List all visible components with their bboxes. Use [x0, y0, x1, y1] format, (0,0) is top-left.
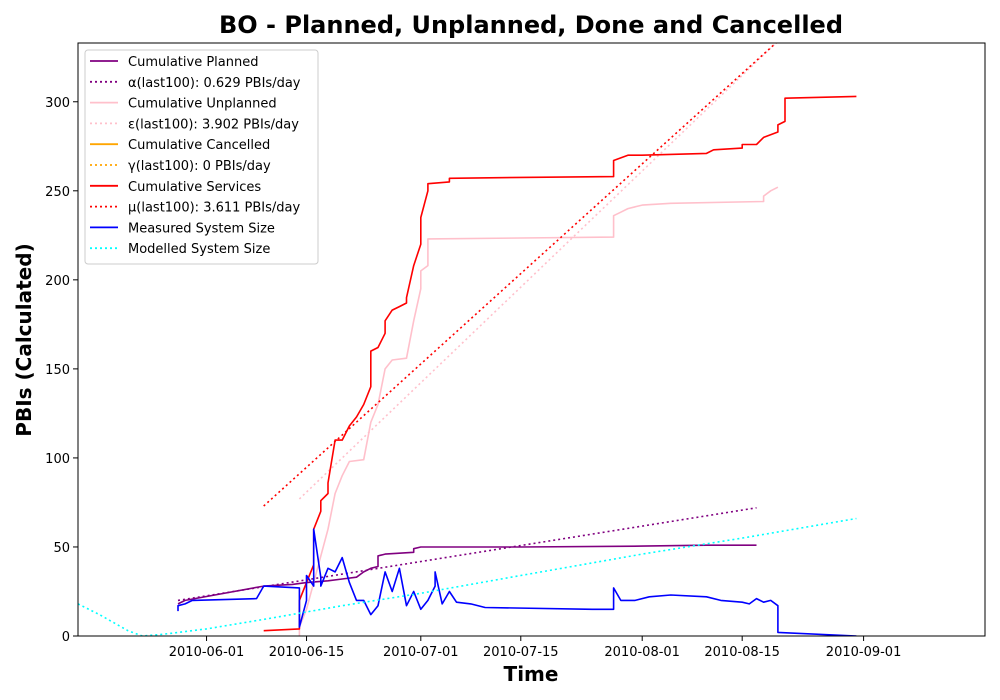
legend: Cumulative Planned α(last100): 0.629 PBIs…: [84, 49, 319, 265]
y-tick-label: 300: [45, 96, 70, 111]
legend-box: [84, 49, 319, 265]
x-tick-label: 2010-06-15: [269, 645, 345, 660]
legend-label: Measured System Size: [128, 221, 275, 236]
series-line-6: [263, 95, 857, 632]
y-tick-label: 0: [62, 630, 70, 645]
legend-label: Cumulative Planned: [128, 55, 258, 70]
legend-label: μ(last100): 3.611 PBIs/day: [128, 201, 300, 216]
legend-label: Cumulative Services: [128, 180, 261, 195]
plot-frame: [77, 42, 986, 637]
x-tick-label: 2010-09-01: [826, 645, 902, 660]
x-tick-label: 2010-08-01: [604, 645, 680, 660]
y-tick-label: 150: [45, 363, 70, 378]
y-axis-title: PBIs (Calculated): [12, 243, 36, 436]
series-line-7: [263, 43, 778, 507]
x-tick-label: 2010-06-01: [169, 645, 245, 660]
y-tick-label: 50: [53, 541, 70, 556]
series-line-3: [298, 43, 778, 500]
legend-label: Cumulative Cancelled: [128, 138, 270, 153]
legend-label: Cumulative Unplanned: [128, 97, 277, 112]
legend-label: ε(last100): 3.902 PBIs/day: [128, 117, 299, 132]
chart-title: BO - Planned, Unplanned, Done and Cancel…: [219, 11, 843, 39]
y-tick-label: 250: [45, 185, 70, 200]
legend-label: γ(last100): 0 PBIs/day: [128, 159, 271, 174]
legend-label: α(last100): 0.629 PBIs/day: [128, 76, 301, 91]
x-axis-title: Time: [504, 662, 559, 686]
x-tick-label: 2010-08-15: [704, 645, 780, 660]
series-line-2: [298, 186, 779, 636]
x-tick-label: 2010-07-15: [483, 645, 559, 660]
series-line-8: [177, 528, 857, 636]
y-tick-label: 100: [45, 452, 70, 467]
plot-area: [78, 43, 857, 636]
legend-label: Modelled System Size: [128, 242, 270, 257]
series-line-0: [177, 544, 757, 605]
x-tick-label: 2010-07-01: [383, 645, 459, 660]
axis-ticks: 2010-06-01 2010-06-15 2010-07-01 2010-07-15…: [45, 96, 901, 660]
y-tick-label: 200: [45, 274, 70, 289]
series-line-9: [78, 517, 857, 636]
